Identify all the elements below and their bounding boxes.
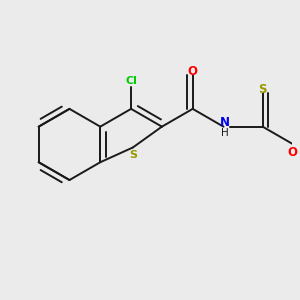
Text: O: O xyxy=(287,146,297,159)
Text: S: S xyxy=(258,83,267,96)
Text: H: H xyxy=(221,128,229,138)
Text: O: O xyxy=(188,65,198,79)
Text: S: S xyxy=(129,150,137,160)
Text: Cl: Cl xyxy=(125,76,137,86)
Text: N: N xyxy=(220,116,230,129)
